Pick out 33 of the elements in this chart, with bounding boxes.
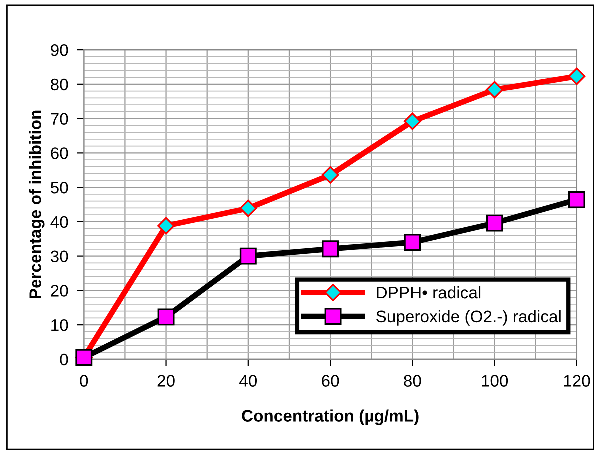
point [404, 112, 422, 130]
y-tick-label: 80 [51, 78, 68, 91]
point [568, 68, 586, 86]
y-tick-label: 60 [51, 148, 68, 160]
y-tick-label: 50 [50, 182, 68, 194]
x-tick-label: 60 [322, 375, 340, 387]
point [486, 81, 504, 99]
point [486, 214, 504, 232]
point [568, 191, 586, 208]
y-tick-label: 90 [51, 44, 68, 56]
x-tick-label: 0 [80, 375, 88, 387]
y-tick-label: 20 [51, 285, 68, 297]
x-tick-label: 100 [482, 375, 508, 387]
point [322, 166, 340, 184]
y-axis-title: Percentage of inhibition [29, 110, 45, 299]
point [322, 240, 340, 258]
y-tick-label: 70 [51, 113, 68, 126]
legend-label: Superoxide (O2.-) radical [376, 310, 561, 326]
x-tick-label: 40 [240, 375, 258, 387]
y-tick-label: 10 [52, 319, 68, 332]
x-tick-label: 80 [404, 375, 422, 387]
x-axis-title: Concentration (µg/mL) [242, 410, 419, 426]
legend-label: DPPH• radical [377, 286, 481, 299]
point [240, 200, 258, 218]
point [404, 234, 422, 252]
y-tick-label: 40 [50, 216, 68, 228]
y-tick-label: 0 [60, 354, 68, 366]
point [158, 217, 175, 235]
x-tick-label: 20 [158, 375, 175, 387]
x-tick-label: 120 [564, 375, 590, 387]
y-tick-label: 30 [50, 250, 68, 263]
point [158, 308, 175, 326]
point [240, 248, 257, 265]
